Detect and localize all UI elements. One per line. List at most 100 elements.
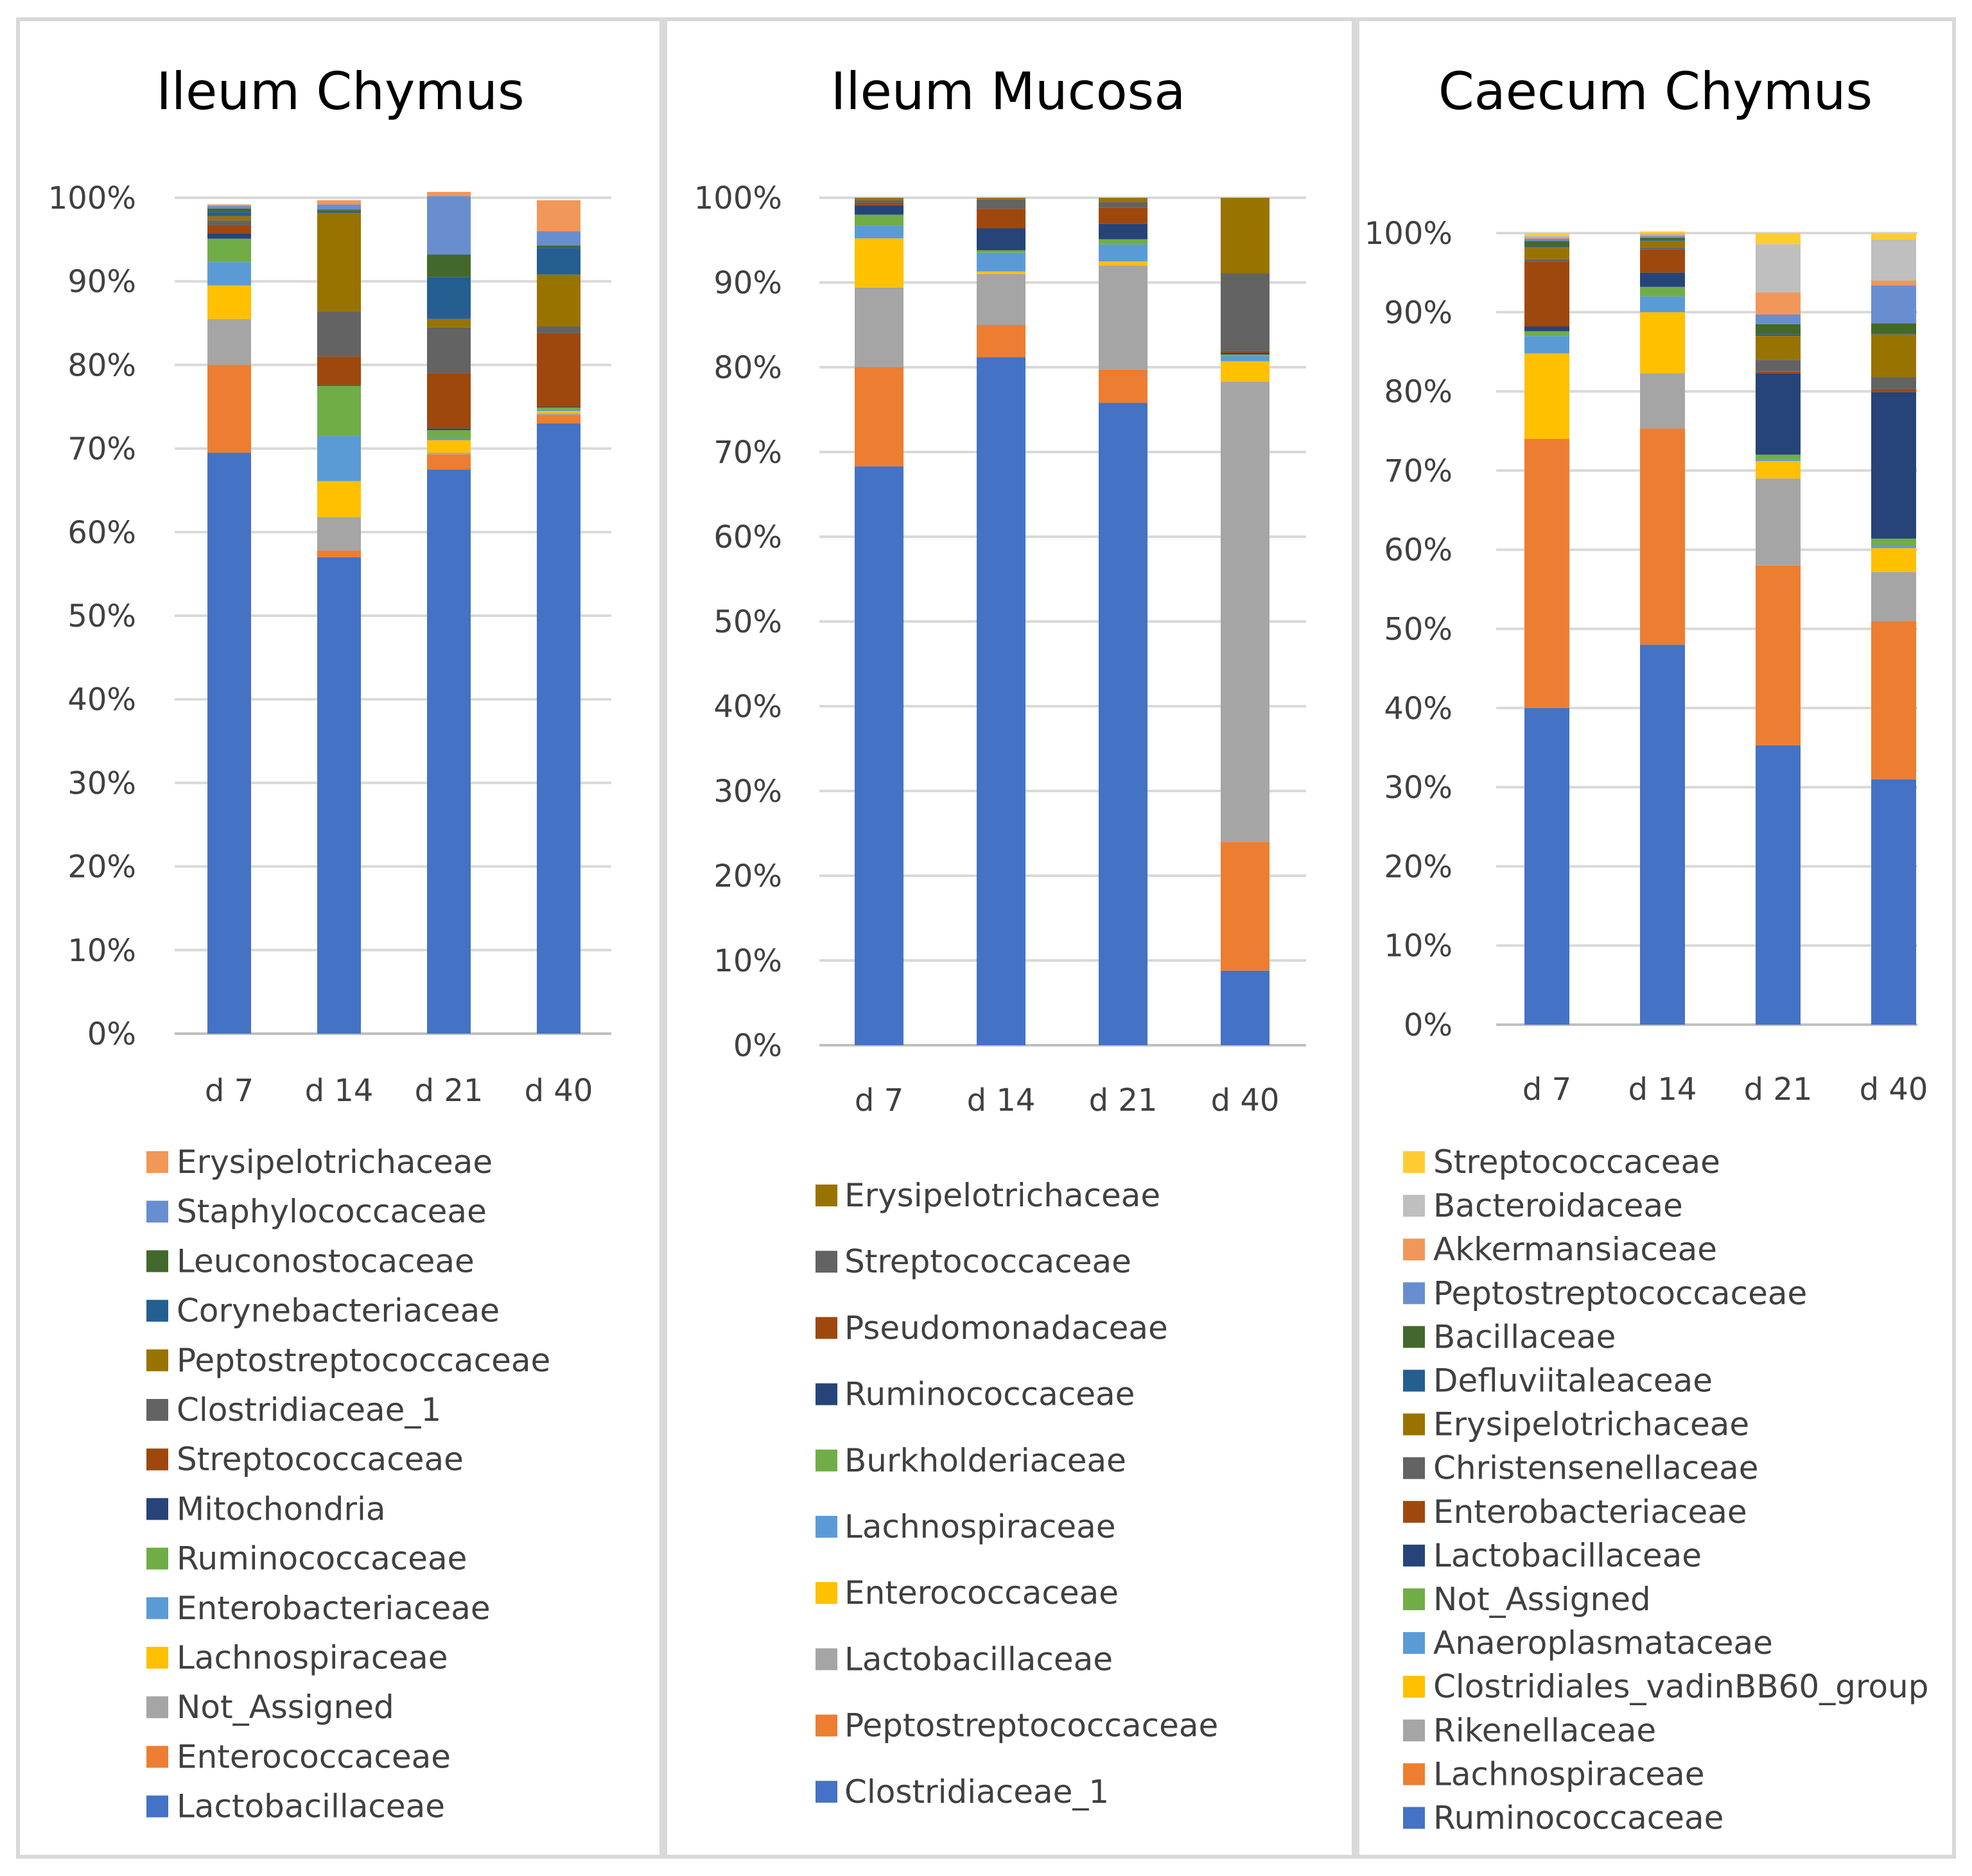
ileum-mucosa-bar-d-7-streptococcaceae bbox=[855, 200, 903, 203]
ileum-mucosa-bar-d-14-peptostreptococcaceae bbox=[977, 325, 1025, 358]
ileum-chymus-legend-swatch bbox=[146, 1746, 168, 1768]
ileum-mucosa-bar-d-40-peptostreptococcaceae bbox=[1221, 842, 1270, 971]
caecum-chymus-bar-d-7-ruminococcaceae bbox=[1524, 708, 1569, 1025]
caecum-chymus-legend-label: Lachnospiraceae bbox=[1433, 1755, 1705, 1793]
ileum-mucosa-title: Ileum Mucosa bbox=[831, 62, 1185, 121]
caecum-chymus-y-tick-label: 0% bbox=[1404, 1007, 1453, 1043]
ileum-chymus-bar-d-40-clostridiaceae-1 bbox=[537, 326, 580, 333]
caecum-chymus-legend-label: Not_Assigned bbox=[1433, 1581, 1651, 1618]
ileum-mucosa-legend-swatch bbox=[816, 1185, 837, 1206]
ileum-chymus-bar-d-40-ruminococcaceae bbox=[537, 407, 580, 410]
caecum-chymus-bar-d-7-lachnospiraceae bbox=[1524, 439, 1569, 708]
caecum-chymus-y-tick-label: 90% bbox=[1384, 295, 1453, 331]
ileum-mucosa-bar-d-14-erysipelotrichaceae bbox=[977, 198, 1025, 200]
ileum-chymus-legend-label: Corynebacteriaceae bbox=[177, 1292, 500, 1330]
caecum-chymus-bar-d-14-erysipelotrichaceae bbox=[1640, 241, 1685, 248]
ileum-chymus-bar-d-21-enterococcaceae bbox=[427, 454, 471, 470]
caecum-chymus-bar-d-40-lactobacillaceae bbox=[1871, 392, 1916, 539]
ileum-mucosa-bar-d-40-enterococcaceae bbox=[1221, 361, 1270, 382]
caecum-chymus-legend-label: Bacteroidaceae bbox=[1433, 1187, 1683, 1224]
ileum-chymus-bar-d-21-peptostreptococcaceae bbox=[427, 318, 471, 327]
ileum-mucosa-bar-d-7-peptostreptococcaceae bbox=[855, 367, 903, 467]
ileum-mucosa-bar-d-21-enterococcaceae bbox=[1099, 261, 1147, 266]
caecum-chymus-y-tick-label: 80% bbox=[1384, 374, 1453, 410]
caecum-chymus-x-tick-label: d 7 bbox=[1523, 1072, 1571, 1107]
ileum-chymus-y-tick-label: 10% bbox=[67, 933, 136, 969]
ileum-chymus-legend-swatch bbox=[146, 1547, 168, 1570]
ileum-chymus-legend-label: Peptostreptococcaceae bbox=[177, 1342, 550, 1379]
caecum-chymus-bar-d-14-enterobacteriaceae bbox=[1640, 249, 1685, 273]
caecum-chymus-bar-d-14-anaeroplasmataceae bbox=[1640, 296, 1685, 313]
ileum-mucosa-legend-swatch bbox=[816, 1516, 837, 1538]
ileum-chymus-legend-item-enterobacteriaceae: Enterobacteriaceae bbox=[146, 1590, 491, 1627]
ileum-mucosa-legend-label: Clostridiaceae_1 bbox=[844, 1773, 1109, 1811]
ileum-mucosa-bar-d-7-clostridiaceae-1 bbox=[855, 466, 903, 1045]
ileum-mucosa-y-tick-label: 20% bbox=[713, 858, 782, 894]
caecum-chymus-legend-swatch bbox=[1403, 1151, 1425, 1173]
ileum-chymus-bar-d-7-enterobacteriaceae bbox=[207, 262, 251, 286]
caecum-chymus-y-tick-label: 30% bbox=[1384, 770, 1453, 806]
ileum-chymus-bar-d-7-lactobacillaceae bbox=[207, 453, 251, 1034]
caecum-chymus-bar-d-7-bacteroidaceae bbox=[1524, 235, 1569, 238]
ileum-mucosa-bar-d-7-ruminococcaceae bbox=[855, 205, 903, 215]
ileum-mucosa-legend-item-streptococcaceae: Streptococcaceae bbox=[816, 1243, 1131, 1280]
ileum-chymus-legend-label: Lactobacillaceae bbox=[177, 1788, 445, 1825]
ileum-mucosa-legend-item-ruminococcaceae: Ruminococcaceae bbox=[816, 1376, 1135, 1413]
caecum-chymus-legend-item-lactobacillaceae: Lactobacillaceae bbox=[1403, 1537, 1702, 1574]
caecum-chymus-y-tick-label: 70% bbox=[1384, 453, 1453, 489]
ileum-mucosa-bar-d-21-pseudomonadaceae bbox=[1099, 207, 1147, 224]
chart-caecum-chymus: Caecum Chymus 0% 10% 20% 30% 40% 50% 60% 70% 80% 9… bbox=[1365, 62, 1929, 1837]
ileum-chymus-legend-swatch bbox=[146, 1498, 168, 1520]
caecum-chymus-bar-d-40-akkermansiaceae bbox=[1871, 280, 1916, 286]
ileum-chymus-legend-label: Clostridiaceae_1 bbox=[177, 1391, 441, 1429]
caecum-chymus-bar-d-21-streptococcaceae bbox=[1756, 233, 1801, 245]
caecum-chymus-bar-d-21-akkermansiaceae bbox=[1756, 292, 1801, 315]
caecum-chymus-bar-d-40-clostridiales-vadinbb60-group bbox=[1871, 548, 1916, 572]
caecum-chymus-bar-d-21-lachnospiraceae bbox=[1756, 565, 1801, 745]
ileum-chymus-legend-swatch bbox=[146, 1795, 168, 1818]
ileum-mucosa-bar-d-7-erysipelotrichaceae bbox=[855, 198, 903, 200]
ileum-mucosa-bar-d-21-clostridiaceae-1 bbox=[1099, 403, 1147, 1045]
caecum-chymus-legend-swatch bbox=[1403, 1676, 1425, 1698]
ileum-chymus-legend-item-erysipelotrichaceae: Erysipelotrichaceae bbox=[146, 1143, 493, 1181]
caecum-chymus-bar-d-14-lactobacillaceae bbox=[1640, 272, 1685, 287]
ileum-chymus-bar-d-14-leuconostocaceae bbox=[317, 209, 361, 211]
ileum-chymus-y-tick-label: 30% bbox=[67, 765, 136, 801]
caecum-chymus-legend-swatch bbox=[1403, 1588, 1425, 1610]
ileum-chymus-legend-item-lactobacillaceae: Lactobacillaceae bbox=[146, 1788, 445, 1825]
ileum-chymus-bar-d-21-lactobacillaceae bbox=[427, 469, 471, 1034]
caecum-chymus-legend-item-streptococcaceae: Streptococcaceae bbox=[1403, 1143, 1720, 1181]
caecum-chymus-legend-label: Streptococcaceae bbox=[1433, 1143, 1720, 1181]
ileum-chymus-x-tick-label: d 14 bbox=[305, 1073, 374, 1109]
ileum-chymus-title: Ileum Chymus bbox=[156, 62, 524, 121]
ileum-chymus-bar-d-21-mitochondria bbox=[427, 428, 471, 430]
ileum-chymus-y-tick-label: 90% bbox=[67, 264, 136, 300]
caecum-chymus-bar-d-14-christensenellaceae bbox=[1640, 247, 1685, 250]
caecum-chymus-bar-d-7-erysipelotrichaceae bbox=[1524, 247, 1569, 259]
ileum-mucosa-bar-d-21-erysipelotrichaceae bbox=[1099, 198, 1147, 202]
caecum-chymus-legend-item-erysipelotrichaceae: Erysipelotrichaceae bbox=[1403, 1406, 1749, 1443]
ileum-chymus-y-tick-label: 40% bbox=[67, 682, 136, 718]
caecum-chymus-legend-item-bacillaceae: Bacillaceae bbox=[1403, 1318, 1616, 1355]
ileum-mucosa-legend-label: Ruminococcaceae bbox=[844, 1376, 1135, 1413]
ileum-mucosa-bar-d-7-pseudomonadaceae bbox=[855, 202, 903, 205]
caecum-chymus-x-tick-label: d 40 bbox=[1860, 1072, 1928, 1107]
ileum-chymus-x-tick-label: d 7 bbox=[205, 1073, 254, 1109]
caecum-chymus-bar-d-21-lactobacillaceae bbox=[1756, 373, 1801, 455]
caecum-chymus-bar-d-7-christensenellaceae bbox=[1524, 259, 1569, 262]
ileum-chymus-bar-d-14-corynebacteriaceae bbox=[317, 211, 361, 213]
caecum-chymus-bar-d-14-bacteroidaceae bbox=[1640, 233, 1685, 235]
ileum-mucosa-bar-d-21-peptostreptococcaceae bbox=[1099, 369, 1147, 403]
ileum-mucosa-bar-d-14-enterococcaceae bbox=[977, 271, 1025, 274]
ileum-chymus-legend-item-not-assigned: Not_Assigned bbox=[146, 1689, 394, 1726]
ileum-mucosa-legend-item-lactobacillaceae: Lactobacillaceae bbox=[816, 1640, 1113, 1678]
caecum-chymus-y-tick-label: 10% bbox=[1384, 928, 1453, 964]
ileum-mucosa-legend-swatch bbox=[816, 1780, 837, 1803]
caecum-chymus-legend-item-ruminococcaceae: Ruminococcaceae bbox=[1403, 1800, 1723, 1837]
caecum-chymus-bar-d-21-erysipelotrichaceae bbox=[1756, 336, 1801, 360]
caecum-chymus-bar-d-14-rikenellaceae bbox=[1640, 373, 1685, 429]
caecum-chymus-x-tick-label: d 14 bbox=[1628, 1072, 1697, 1107]
ileum-mucosa-bar-d-14-pseudomonadaceae bbox=[977, 209, 1025, 229]
caecum-chymus-legend-label: Christensenellaceae bbox=[1433, 1450, 1759, 1487]
ileum-mucosa-legend-item-enterococcaceae: Enterococcaceae bbox=[816, 1574, 1119, 1611]
